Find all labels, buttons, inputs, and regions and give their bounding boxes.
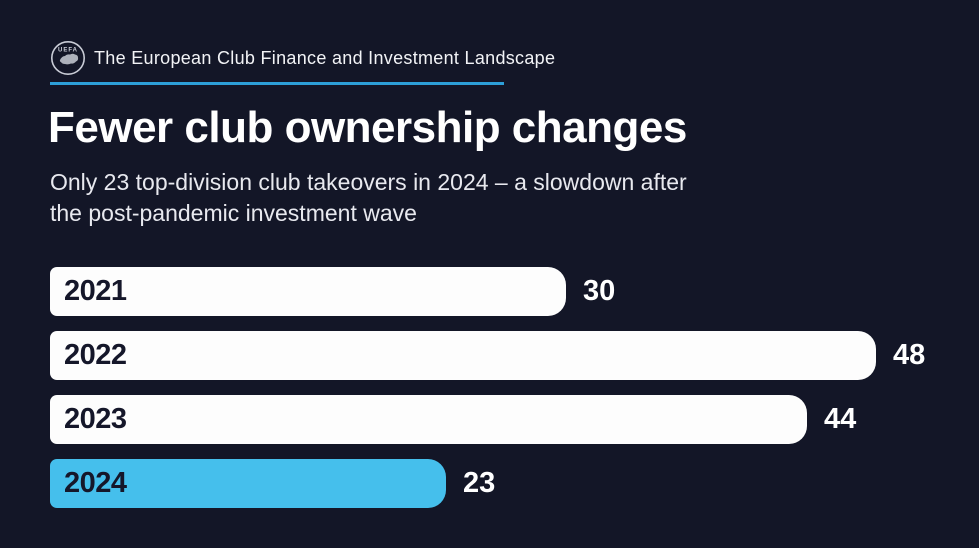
bar-row: 2022 48	[50, 331, 925, 380]
bar-2022: 2022	[50, 331, 876, 380]
header-title: The European Club Finance and Investment…	[94, 47, 556, 68]
bar-row: 2024 23	[50, 459, 925, 508]
bar-2021: 2021	[50, 267, 566, 316]
bar-row: 2023 44	[50, 395, 925, 444]
bar-year-label: 2023	[64, 403, 127, 435]
bar-value-label: 48	[893, 339, 926, 371]
page-title: Fewer club ownership changes	[48, 103, 687, 152]
bar-2024: 2024	[50, 459, 446, 508]
bar-2023: 2023	[50, 395, 807, 444]
svg-text:UEFA: UEFA	[58, 48, 78, 54]
header: UEFA The European Club Finance and Inves…	[50, 40, 555, 76]
bar-row: 2021 30	[50, 267, 925, 316]
bar-year-label: 2024	[64, 467, 127, 499]
bar-value-label: 44	[824, 403, 857, 435]
subtitle-line-1: Only 23 top-division club takeovers in 2…	[50, 169, 687, 195]
bar-year-label: 2021	[64, 275, 127, 307]
bar-year-label: 2022	[64, 339, 127, 371]
uefa-logo-icon: UEFA	[50, 40, 86, 76]
page-subtitle: Only 23 top-division club takeovers in 2…	[50, 167, 687, 229]
bar-chart: 2021 30 2022 48 2023 44 2024 23	[50, 267, 925, 508]
subtitle-line-2: the post-pandemic investment wave	[50, 200, 417, 226]
header-accent-line	[50, 82, 504, 85]
bar-value-label: 23	[463, 467, 496, 499]
bar-value-label: 30	[583, 275, 616, 307]
